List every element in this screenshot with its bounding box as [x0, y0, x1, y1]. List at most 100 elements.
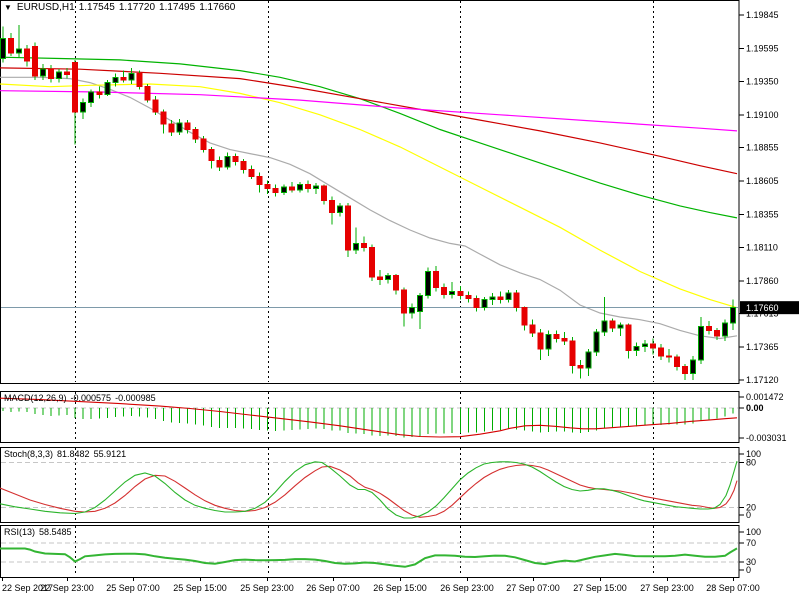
moving-averages [0, 56, 738, 340]
candle-bull [449, 291, 456, 295]
stoch-k-line [0, 460, 738, 519]
candle-bear [304, 183, 311, 189]
candle-bull [176, 122, 183, 133]
candle-bear [665, 355, 672, 358]
candle-bull [633, 346, 640, 352]
day-separators [75, 1, 654, 576]
rsi-value: 58.5485 [39, 527, 72, 537]
candle-bull [545, 333, 552, 350]
symbol-dropdown-icon[interactable]: ▼ [4, 3, 12, 12]
candle-bear [577, 364, 584, 369]
candle-bull [417, 295, 424, 313]
candle-bull [697, 325, 704, 361]
candle-bear [473, 297, 480, 309]
candle-bear [208, 149, 215, 161]
candle-bull [425, 270, 432, 297]
axis-label: 1.17860 [746, 276, 779, 286]
candle-bull [56, 71, 63, 80]
rsi-line [0, 547, 738, 568]
candle-bear [32, 45, 39, 77]
candle-bear [72, 62, 79, 113]
candle-bear [441, 287, 448, 295]
axis-label: 1.17365 [746, 342, 779, 352]
axis-label: 30 [746, 557, 756, 567]
stoch-name: Stoch(8,3,3) [4, 449, 54, 459]
candle-bear [457, 291, 464, 297]
time-label: 26 Sep 07:00 [306, 583, 360, 593]
candle-bear [553, 333, 560, 339]
candle-bull [352, 242, 359, 251]
candle-bear [497, 296, 504, 301]
candle-bull [489, 296, 496, 301]
rsi-indicator-label: RSI(13) 58.5485 [4, 527, 76, 538]
price-axis[interactable]: 1.19845 1.19595 1.19350 1.19100 1.18855 1.186… [739, 0, 800, 600]
axis-label: 0 [746, 565, 751, 575]
time-label: 22 Sep 23:00 [40, 583, 94, 593]
macd-signal-value: -0.000985 [115, 393, 156, 403]
axis-label: 1.18110 [746, 242, 778, 252]
time-label: 25 Sep 15:00 [173, 583, 227, 593]
symbol-timeframe-label: EURUSD,H1 [16, 2, 75, 13]
candle-bull [296, 183, 303, 191]
candle-bear [320, 185, 327, 202]
candle-bull [104, 82, 111, 96]
candle-bull [689, 359, 696, 374]
price-axis-background [740, 0, 800, 600]
ohlc-close-value: 1.17660 [199, 2, 236, 13]
candle-bear [264, 183, 271, 189]
stoch-k-value: 81.8482 [57, 449, 90, 459]
candle-bull [730, 307, 737, 324]
axis-label: -0.003031 [746, 433, 787, 443]
candle-bull [641, 343, 648, 348]
axis-label: 100 [746, 449, 761, 459]
macd-histogram [2, 408, 734, 438]
candle-bull [128, 72, 135, 81]
chart-title-overlay: ▼ EURUSD,H1 1.17545 1.17720 1.17495 1.17660 [4, 2, 239, 13]
ma-gray-line [0, 76, 738, 340]
time-label: 28 Sep 07:00 [706, 583, 760, 593]
candle-bear [393, 275, 400, 291]
macd-indicator-label: MACD(12,26,9) -0.000575 -0.000985 [4, 393, 160, 404]
candle-bear [120, 76, 127, 81]
candle-bull [585, 351, 592, 369]
candle-bear [401, 289, 408, 314]
candle-bear [513, 292, 520, 309]
candle-bull [336, 205, 343, 214]
candle-bull [593, 331, 600, 353]
panel-borders [0, 0, 740, 578]
candle-bull [385, 275, 392, 281]
axis-label: 70 [746, 538, 756, 548]
candle-bull [112, 76, 119, 84]
candle-bear [192, 129, 199, 140]
axis-label: 1.17120 [746, 375, 779, 385]
candle-bull [280, 186, 287, 193]
candle-bear [369, 246, 376, 278]
stoch-indicator-label: Stoch(8,3,3) 81.8482 55.9121 [4, 449, 130, 460]
candle-bear [160, 111, 167, 125]
candle-bear [168, 123, 175, 133]
candle-bear [705, 325, 712, 331]
axis-label: 1.18355 [746, 210, 779, 220]
axis-label: 0.001472 [746, 392, 784, 402]
candle-bear [649, 343, 656, 349]
candle-bear [200, 138, 207, 151]
candle-bear [521, 307, 528, 326]
axis-label: 1.19350 [746, 76, 779, 86]
candle-bear [465, 295, 472, 299]
macd-signal-line [0, 397, 738, 438]
candle-bear [256, 175, 263, 185]
candle-bull [617, 324, 624, 329]
candle-bull [312, 185, 319, 189]
candle-bear [625, 324, 632, 352]
candle-bear [713, 329, 720, 337]
axis-label: 80 [746, 458, 756, 468]
axis-label: 1.19595 [746, 43, 779, 53]
candle-bear [48, 68, 55, 80]
candle-bear [184, 122, 191, 131]
candle-bear [144, 86, 151, 101]
ohlc-open-value: 1.17545 [78, 2, 115, 13]
